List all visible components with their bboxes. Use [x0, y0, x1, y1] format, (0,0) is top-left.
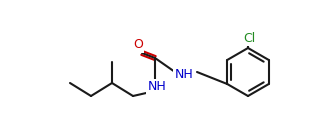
Text: O: O: [133, 39, 143, 51]
Text: NH: NH: [175, 69, 193, 81]
Text: NH: NH: [148, 81, 166, 94]
Text: Cl: Cl: [243, 31, 255, 45]
